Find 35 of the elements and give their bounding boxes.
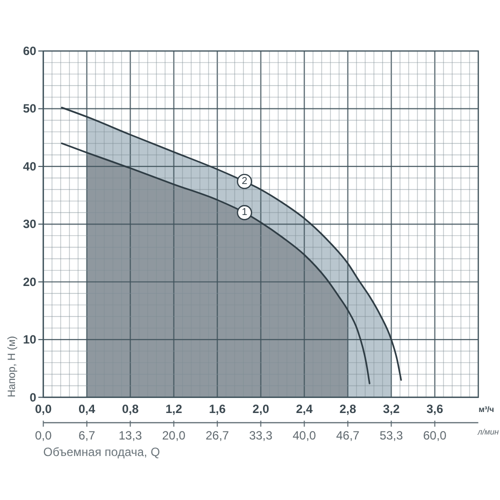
x-axis-title: м³/ч bbox=[478, 404, 494, 414]
x-tick-label: 2,0 bbox=[252, 402, 270, 416]
x2-tick-label: 53,3 bbox=[380, 428, 404, 443]
x-tick-label: 3,2 bbox=[382, 402, 400, 416]
x-tick-label: 2,4 bbox=[296, 402, 313, 416]
x-tick-label: 0,4 bbox=[78, 402, 96, 416]
x2-tick-label: 40,0 bbox=[292, 428, 316, 443]
y-tick-label: 60 bbox=[22, 44, 37, 58]
x2-tick-label: 20,0 bbox=[162, 428, 186, 443]
x-tick-label: 1,2 bbox=[165, 402, 182, 416]
x2-tick-label: 0,0 bbox=[34, 428, 52, 443]
y-tick-label: 40 bbox=[22, 159, 37, 174]
y-tick-label: 0 bbox=[30, 390, 37, 404]
x-tick-label: 0,0 bbox=[34, 402, 52, 416]
x2-tick-label: 46,7 bbox=[336, 428, 360, 443]
line-series bbox=[60, 142, 370, 384]
x-tick-label: 3,6 bbox=[426, 402, 444, 416]
series-label: 1 bbox=[242, 207, 248, 218]
x2-tick-label: 60,0 bbox=[423, 428, 447, 443]
x-tick-label: 0,8 bbox=[122, 402, 139, 416]
y-tick-label: 20 bbox=[22, 274, 37, 289]
y-tick-label: 50 bbox=[22, 102, 37, 116]
x-tick-label: 1,6 bbox=[208, 402, 226, 416]
line-series bbox=[60, 106, 402, 381]
series-label: 2 bbox=[242, 176, 248, 187]
x2-tick-label: 6,7 bbox=[78, 428, 96, 443]
x2-tick-label: 13,3 bbox=[118, 428, 142, 443]
x2-tick-label: 33,3 bbox=[249, 428, 273, 443]
text: Объемная подача, Q bbox=[43, 445, 160, 459]
y-axis-title: Напор, H (м) bbox=[6, 336, 18, 398]
x2-axis-title: л/мин bbox=[476, 427, 500, 436]
y-tick-label: 10 bbox=[22, 332, 37, 347]
x2-tick-label: 26,7 bbox=[206, 428, 230, 443]
x-tick-label: 2,8 bbox=[339, 402, 356, 416]
y-tick-label: 30 bbox=[22, 217, 37, 232]
